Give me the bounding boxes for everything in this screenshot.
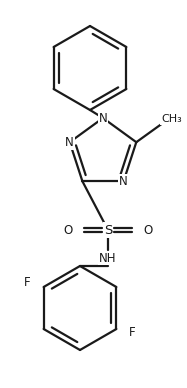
Text: F: F (24, 277, 31, 289)
Text: N: N (119, 175, 128, 188)
Text: CH₃: CH₃ (161, 114, 182, 124)
Text: N: N (65, 136, 74, 149)
Text: S: S (104, 223, 112, 237)
Text: N: N (99, 111, 107, 125)
Text: NH: NH (99, 251, 117, 265)
Text: O: O (143, 223, 153, 237)
Text: O: O (63, 223, 73, 237)
Text: F: F (129, 326, 136, 340)
